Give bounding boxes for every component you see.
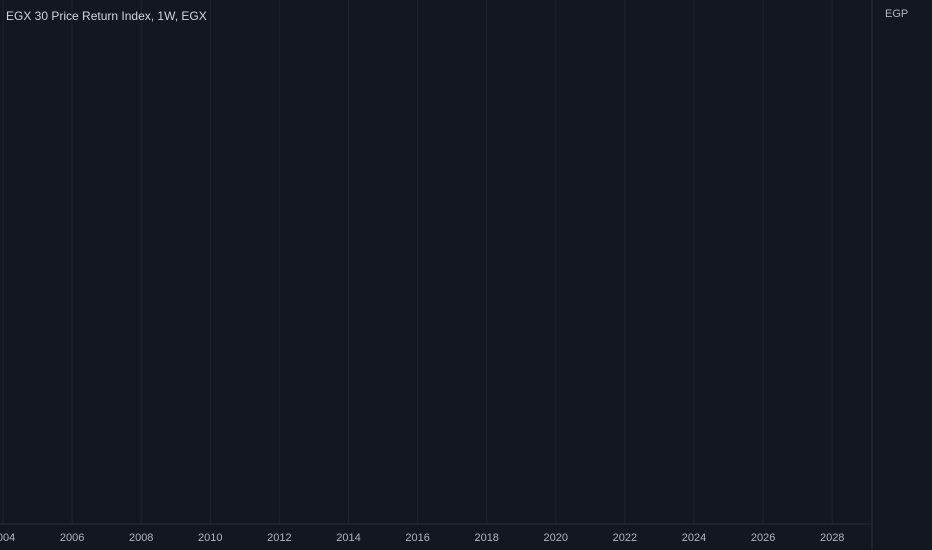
x-tick-label: 2024 <box>682 532 706 544</box>
x-tick-label: 2010 <box>198 532 222 544</box>
x-tick-label: 2020 <box>544 532 568 544</box>
time-axis[interactable]: 2004 2006 2008 2010 2012 2014 2016 2018 2020 2022… <box>0 532 844 544</box>
chart-title: EGX 30 Price Return Index, 1W, EGX <box>6 9 207 23</box>
x-tick-label: 2026 <box>751 532 775 544</box>
x-tick-label: 2012 <box>267 532 291 544</box>
x-tick-label: 2018 <box>474 532 498 544</box>
currency-label: EGP <box>885 8 908 20</box>
x-tick-label: 2014 <box>336 532 360 544</box>
grid <box>2 0 833 524</box>
x-tick-label: 2028 <box>820 532 844 544</box>
x-tick-label: 2008 <box>129 532 153 544</box>
x-tick-label: 2004 <box>0 532 15 544</box>
x-tick-label: 2022 <box>613 532 637 544</box>
x-tick-label: 2016 <box>405 532 429 544</box>
x-tick-label: 2006 <box>60 532 84 544</box>
